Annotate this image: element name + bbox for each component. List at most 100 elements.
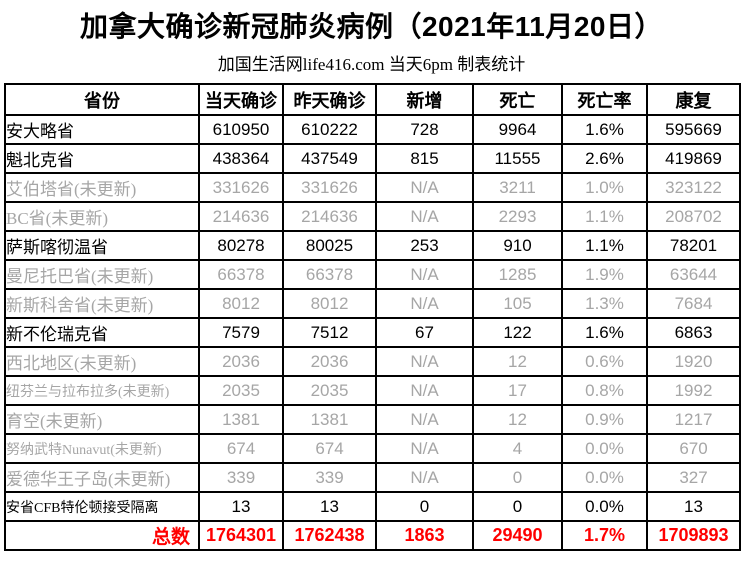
- yesterday-cell: 610222: [282, 114, 377, 145]
- province-cell: 育空(未更新): [4, 404, 200, 435]
- recovered-cell: 13: [646, 491, 741, 522]
- table-row: BC省(未更新) 214636 214636 N/A 2293 1.1% 208702: [4, 201, 741, 232]
- header-death-rate: 死亡率: [561, 83, 648, 116]
- yesterday-cell: 1762438: [282, 520, 377, 551]
- province-cell: 曼尼托巴省(未更新): [4, 259, 200, 290]
- province-cell: 艾伯塔省(未更新): [4, 172, 200, 203]
- rate-cell: 0.9%: [561, 404, 648, 435]
- yesterday-cell: 214636: [282, 201, 377, 232]
- rate-cell: 1.6%: [561, 317, 648, 348]
- table-row: 萨斯喀彻温省 80278 80025 253 910 1.1% 78201: [4, 230, 741, 261]
- yesterday-cell: 7512: [282, 317, 377, 348]
- deaths-cell: 11555: [472, 143, 563, 174]
- province-cell: 努纳武特Nunavut(未更新): [4, 433, 200, 464]
- table-row: 新不伦瑞克省 7579 7512 67 122 1.6% 6863: [4, 317, 741, 348]
- today-cell: 1764301: [198, 520, 284, 551]
- table-row: 爱德华王子岛(未更新) 339 339 N/A 0 0.0% 327: [4, 462, 741, 493]
- deaths-cell: 29490: [472, 520, 563, 551]
- table-row: 曼尼托巴省(未更新) 66378 66378 N/A 1285 1.9% 63644: [4, 259, 741, 290]
- deaths-cell: 1285: [472, 259, 563, 290]
- yesterday-cell: 331626: [282, 172, 377, 203]
- recovered-cell: 1920: [646, 346, 741, 377]
- new-cases-cell: N/A: [375, 462, 474, 493]
- yesterday-cell: 2036: [282, 346, 377, 377]
- today-cell: 80278: [198, 230, 284, 261]
- rate-cell: 0.0%: [561, 491, 648, 522]
- province-cell: 萨斯喀彻温省: [4, 230, 200, 261]
- table-row: 纽芬兰与拉布拉多(未更新) 2035 2035 N/A 17 0.8% 1992: [4, 375, 741, 406]
- recovered-cell: 7684: [646, 288, 741, 319]
- province-cell: BC省(未更新): [4, 201, 200, 232]
- rate-cell: 1.3%: [561, 288, 648, 319]
- rate-cell: 1.9%: [561, 259, 648, 290]
- recovered-cell: 63644: [646, 259, 741, 290]
- yesterday-cell: 674: [282, 433, 377, 464]
- deaths-cell: 0: [472, 462, 563, 493]
- page-title: 加拿大确诊新冠肺炎病例（2021年11月20日）: [79, 11, 664, 42]
- yesterday-cell: 2035: [282, 375, 377, 406]
- recovered-cell: 327: [646, 462, 741, 493]
- table-row: 努纳武特Nunavut(未更新) 674 674 N/A 4 0.0% 670: [4, 433, 741, 464]
- yesterday-cell: 437549: [282, 143, 377, 174]
- new-cases-cell: N/A: [375, 201, 474, 232]
- today-cell: 1381: [198, 404, 284, 435]
- table-row: 安大略省 610950 610222 728 9964 1.6% 595669: [4, 114, 741, 145]
- province-cell: 纽芬兰与拉布拉多(未更新): [4, 375, 200, 406]
- today-cell: 7579: [198, 317, 284, 348]
- rate-cell: 1.1%: [561, 230, 648, 261]
- table-header-row: 省份 当天确诊 昨天确诊 新增 死亡 死亡率 康复: [4, 83, 741, 116]
- header-yesterday-confirmed: 昨天确诊: [282, 83, 377, 116]
- recovered-cell: 670: [646, 433, 741, 464]
- new-cases-cell: N/A: [375, 346, 474, 377]
- yesterday-cell: 13: [282, 491, 377, 522]
- rate-cell: 0.6%: [561, 346, 648, 377]
- new-cases-cell: N/A: [375, 433, 474, 464]
- new-cases-cell: 815: [375, 143, 474, 174]
- province-cell: 安大略省: [4, 114, 200, 145]
- rate-cell: 0.8%: [561, 375, 648, 406]
- today-cell: 214636: [198, 201, 284, 232]
- province-cell: 总数: [4, 520, 200, 551]
- recovered-cell: 595669: [646, 114, 741, 145]
- new-cases-cell: N/A: [375, 404, 474, 435]
- yesterday-cell: 80025: [282, 230, 377, 261]
- deaths-cell: 3211: [472, 172, 563, 203]
- table-row: 魁北克省 438364 437549 815 11555 2.6% 419869: [4, 143, 741, 174]
- today-cell: 610950: [198, 114, 284, 145]
- header-recovered: 康复: [646, 83, 741, 116]
- deaths-cell: 12: [472, 346, 563, 377]
- today-cell: 438364: [198, 143, 284, 174]
- rate-cell: 1.6%: [561, 114, 648, 145]
- covid-stats-table: 省份 当天确诊 昨天确诊 新增 死亡 死亡率 康复 安大略省 610950 6102…: [4, 83, 741, 551]
- new-cases-cell: N/A: [375, 172, 474, 203]
- recovered-cell: 323122: [646, 172, 741, 203]
- new-cases-cell: N/A: [375, 259, 474, 290]
- table-row: 安省CFB特伦顿接受隔离 13 13 0 0 0.0% 13: [4, 491, 741, 522]
- rate-cell: 1.7%: [561, 520, 648, 551]
- new-cases-cell: 67: [375, 317, 474, 348]
- province-cell: 新斯科舍省(未更新): [4, 288, 200, 319]
- new-cases-cell: N/A: [375, 288, 474, 319]
- recovered-cell: 1992: [646, 375, 741, 406]
- table-row: 艾伯塔省(未更新) 331626 331626 N/A 3211 1.0% 323122: [4, 172, 741, 203]
- table-row: 育空(未更新) 1381 1381 N/A 12 0.9% 1217: [4, 404, 741, 435]
- new-cases-cell: 253: [375, 230, 474, 261]
- header-new-cases: 新增: [375, 83, 474, 116]
- rate-cell: 1.1%: [561, 201, 648, 232]
- recovered-cell: 419869: [646, 143, 741, 174]
- today-cell: 13: [198, 491, 284, 522]
- today-cell: 674: [198, 433, 284, 464]
- recovered-cell: 208702: [646, 201, 741, 232]
- rate-cell: 2.6%: [561, 143, 648, 174]
- rate-cell: 0.0%: [561, 462, 648, 493]
- table-row: 新斯科舍省(未更新) 8012 8012 N/A 105 1.3% 7684: [4, 288, 741, 319]
- province-cell: 爱德华王子岛(未更新): [4, 462, 200, 493]
- yesterday-cell: 1381: [282, 404, 377, 435]
- province-cell: 魁北克省: [4, 143, 200, 174]
- today-cell: 339: [198, 462, 284, 493]
- table-row: 西北地区(未更新) 2036 2036 N/A 12 0.6% 1920: [4, 346, 741, 377]
- deaths-cell: 122: [472, 317, 563, 348]
- recovered-cell: 6863: [646, 317, 741, 348]
- yesterday-cell: 66378: [282, 259, 377, 290]
- recovered-cell: 78201: [646, 230, 741, 261]
